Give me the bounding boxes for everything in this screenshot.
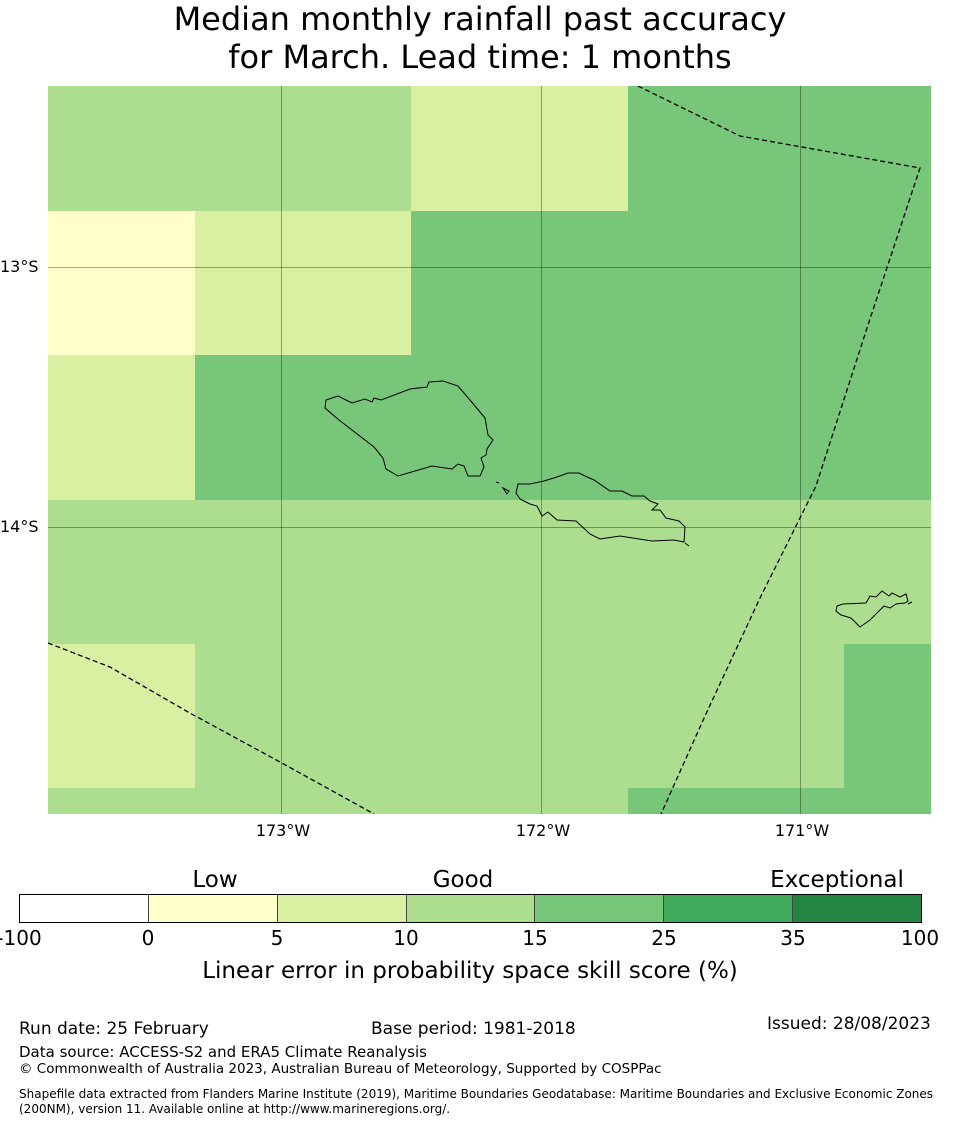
skill-cell — [628, 86, 844, 211]
manono-islet-coastline — [495, 481, 500, 484]
colorbar-category-good: Good — [432, 867, 494, 893]
skill-cell — [844, 86, 931, 211]
skill-cell — [195, 355, 411, 500]
skill-cell — [411, 211, 628, 355]
skill-cell — [844, 644, 931, 788]
skill-cell — [48, 211, 195, 355]
copyright-notice: © Commonwealth of Australia 2023, Austra… — [19, 1061, 662, 1077]
skill-cell — [195, 788, 411, 814]
lat-label-14s: 14°S — [0, 517, 39, 536]
colorbar-segment — [20, 895, 149, 922]
colorbar-tick-100: 100 — [900, 926, 940, 950]
upolu-island-coastline — [515, 472, 686, 543]
skill-cell — [195, 211, 411, 355]
run-date: Run date: 25 February — [19, 1019, 209, 1039]
lon-label-172w: 172°W — [515, 821, 571, 840]
lat-label-13s: 13°S — [0, 257, 39, 276]
colorbar-tick-25: 25 — [651, 926, 677, 950]
lon-label-171w: 171°W — [774, 821, 830, 840]
map-title-line-1: Median monthly rainfall past accuracy — [173, 0, 787, 38]
base-period: Base period: 1981-2018 — [371, 1019, 576, 1039]
issued-date: Issued: 28/08/2023 — [767, 1014, 931, 1034]
skill-cell — [628, 788, 844, 814]
colorbar-segment — [406, 895, 536, 922]
colorbar-tick-5: 5 — [270, 926, 284, 950]
skill-cell — [48, 355, 195, 500]
graticule-lat-14s — [48, 527, 931, 528]
skill-cell — [844, 788, 931, 814]
tutuila-island-coastline — [835, 590, 909, 628]
colorbar-category-exceptional: Exceptional — [770, 867, 904, 893]
colorbar-segment — [277, 895, 407, 922]
colorbar-category-low: Low — [192, 867, 238, 893]
skill-cell — [195, 500, 411, 644]
apolima-islet-coastline — [501, 486, 510, 495]
skill-cell — [411, 644, 628, 788]
eez-boundary-samoa-american-samoa — [637, 86, 921, 814]
map-title-line-2: for March. Lead time: 1 months — [228, 38, 732, 76]
skill-cell — [628, 500, 844, 644]
colorbar-tick-0: 0 — [141, 926, 155, 950]
skill-cell — [48, 86, 195, 211]
skill-colorbar — [19, 894, 922, 923]
data-source: Data source: ACCESS-S2 and ERA5 Climate … — [19, 1043, 427, 1061]
colorbar-tick-15: 15 — [522, 926, 548, 950]
skill-cell — [195, 644, 411, 788]
shapefile-credit-line-1: Shapefile data extracted from Flanders M… — [19, 1087, 934, 1101]
colorbar-segment — [793, 895, 922, 922]
aunuu-islet-coastline — [907, 601, 913, 605]
colorbar-segment — [535, 895, 665, 922]
skill-map[interactable] — [48, 86, 931, 814]
eez-boundary-southwest — [48, 642, 375, 814]
namua-islet-coastline — [684, 542, 690, 547]
skill-cell — [844, 500, 931, 644]
colorbar-tick-35: 35 — [780, 926, 806, 950]
graticule-lon-173w — [281, 86, 282, 814]
skill-cell — [195, 86, 411, 211]
skill-cell — [844, 355, 931, 500]
savaii-island-coastline — [324, 380, 494, 477]
map-overlay — [48, 86, 921, 814]
shapefile-credit-line-2: (200NM), version 11. Available online at… — [19, 1102, 451, 1116]
skill-cell — [628, 644, 844, 788]
skill-cell — [411, 86, 628, 211]
colorbar-label: Linear error in probability space skill … — [202, 958, 738, 984]
skill-cell — [628, 211, 844, 355]
skill-cell — [628, 355, 844, 500]
colorbar-tick-10: 10 — [393, 926, 419, 950]
colorbar-segment — [148, 895, 278, 922]
skill-cell — [844, 211, 931, 355]
colorbar-tick-minus-100: -100 — [0, 926, 42, 950]
skill-cell — [48, 788, 195, 814]
graticule-lat-13s — [48, 267, 931, 268]
skill-cell — [48, 500, 195, 644]
graticule-lon-172w — [541, 86, 542, 814]
skill-cell — [411, 788, 628, 814]
colorbar-segment — [664, 895, 794, 922]
graticule-lon-171w — [800, 86, 801, 814]
lon-label-173w: 173°W — [255, 821, 311, 840]
skill-cell — [411, 500, 628, 644]
skill-cell — [411, 355, 628, 500]
skill-cell — [48, 644, 195, 788]
